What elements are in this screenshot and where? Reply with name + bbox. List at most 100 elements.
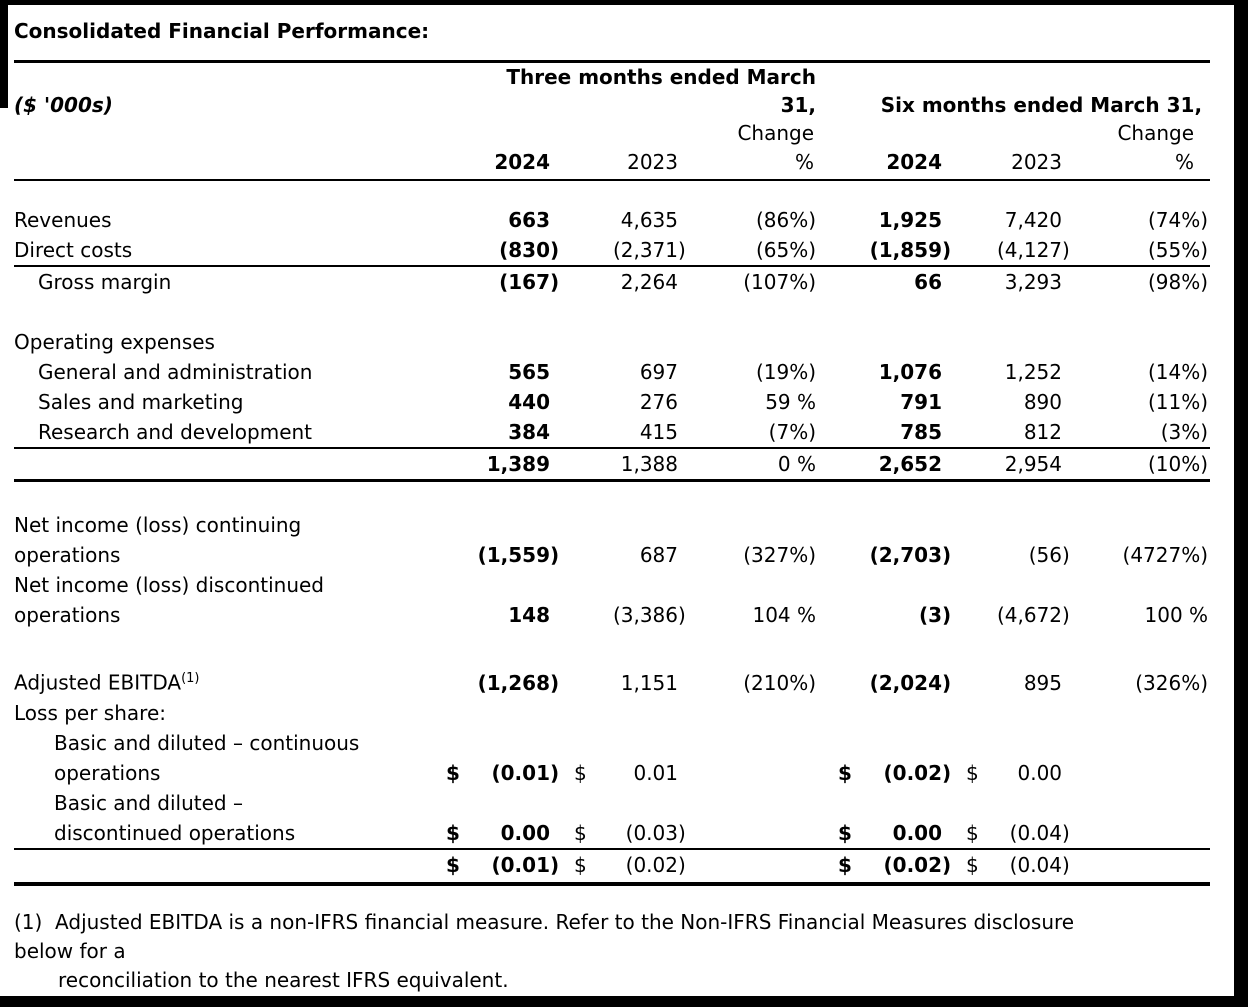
unit-label: ($ '000s): [14, 93, 113, 117]
closing-paren: ): [1062, 543, 1070, 567]
spacer-cell: [14, 297, 1210, 327]
currency-symbol: $: [966, 852, 979, 877]
value-cell: $ (0.03): [566, 787, 694, 850]
currency-symbol: $: [574, 820, 587, 845]
window-border-right: [1234, 0, 1248, 1007]
table-row: 1,389 1,388 0 % 2,652 2,954 (10%): [14, 448, 1211, 482]
row-label-line: Net income (loss) continuing: [14, 513, 302, 537]
table-row: Adjusted EBITDA(1) (1,268) 1,151 (210%) (2,0…: [14, 664, 1210, 698]
value-cell: 66: [914, 270, 943, 294]
value-cell: $ (0.04): [958, 848, 1079, 886]
value-cell: 2,264: [620, 270, 678, 294]
table-row: Research and development 384 415 (7%) 785 812…: [14, 417, 1211, 449]
closing-paren: ): [942, 603, 952, 627]
currency-symbol: $: [446, 852, 460, 877]
value-cell: (1,268): [438, 664, 566, 698]
row-label: Gross margin: [14, 266, 438, 297]
row-label: General and administration: [14, 357, 438, 387]
closing-paren: ): [678, 820, 686, 845]
col-header-change-6mo: Change: [1117, 121, 1195, 145]
value-cell: [438, 698, 566, 728]
footnote-line: (1) Adjusted EBITDA is a non-IFRS financ…: [14, 909, 1075, 934]
value-cell: $0.00: [438, 787, 566, 850]
row-label-line: Loss per share:: [14, 700, 166, 725]
currency-symbol: $: [446, 760, 460, 785]
value-cell: (55%): [1078, 235, 1211, 267]
footnote-ref: (1): [181, 671, 200, 686]
row-label: Net income (loss) discontinued operations: [14, 570, 438, 630]
value-cell: 2,652: [830, 448, 959, 482]
row-label-line: discontinued operations: [54, 820, 296, 845]
col-group-three-months: Three months ended March 31,: [438, 62, 830, 120]
value-cell: [1078, 698, 1210, 728]
value-cell: (11%): [1147, 390, 1209, 414]
page-title: Consolidated Financial Performance:: [14, 19, 430, 43]
closing-paren: ): [942, 852, 952, 877]
col-header-percent-3mo: %: [694, 147, 831, 181]
value-cell: [958, 327, 1078, 357]
value-cell: $ (0.02): [830, 728, 958, 788]
spacer-cell: [14, 630, 1210, 664]
value-cell: (167): [438, 266, 566, 297]
spacer-row: [14, 180, 1210, 205]
value-cell: (74%): [1147, 208, 1209, 232]
currency-symbol: $: [838, 760, 852, 785]
currency-symbol: $: [838, 852, 852, 877]
row-label: Adjusted EBITDA(1): [14, 664, 438, 698]
footnote-line: reconciliation to the nearest IFRS equiv…: [58, 967, 509, 992]
closing-paren: ): [550, 543, 560, 567]
value-cell: (4727%): [1122, 543, 1209, 567]
row-label-line: Adjusted EBITDA(1): [14, 670, 200, 695]
value-cell: 890: [1023, 390, 1063, 414]
report-content: Consolidated Financial Performance: ($ '…: [14, 12, 1211, 995]
value-cell: 785: [830, 417, 959, 449]
col-header-change-3mo: Change: [737, 121, 815, 145]
row-label-line: Basic and diluted – continuous: [54, 730, 360, 755]
row-label: [14, 848, 438, 886]
value-cell: 663: [508, 208, 550, 232]
row-label-line: Revenues: [14, 208, 112, 232]
col-group-line: 31,: [780, 93, 817, 117]
table-row: Net income (loss) discontinued operations…: [14, 570, 1210, 630]
value-cell: [1078, 848, 1211, 886]
table-row: Gross margin (167) 2,264 (107%) 66 3,293 (98%): [14, 266, 1210, 297]
header-row-years: 2024 2023 % 2024 2023 %: [14, 147, 1211, 181]
row-label: Revenues: [14, 205, 438, 235]
value-cell: (86%): [755, 208, 817, 232]
table-row: Direct costs (830) (2,371) (65%) (1,859) (4,1…: [14, 235, 1211, 267]
closing-paren: ): [942, 238, 952, 262]
value-cell: (4,127): [958, 235, 1079, 267]
row-label-line: Operating expenses: [14, 330, 215, 354]
value-cell: (210%): [743, 670, 817, 695]
value-cell: 384: [438, 417, 566, 449]
col-header-2023-3mo: 2023: [566, 147, 694, 181]
row-label-line: Gross margin: [38, 270, 172, 294]
value-cell: [1078, 787, 1211, 850]
value-cell: 687: [639, 543, 678, 567]
closing-paren: ): [1062, 603, 1070, 627]
row-label-line: operations: [54, 760, 161, 785]
row-label: Sales and marketing: [14, 387, 438, 417]
value-cell: $ (0.04): [958, 787, 1079, 850]
value-cell: 0 %: [694, 448, 831, 482]
value-cell: [830, 327, 958, 357]
window-border-bottom: [0, 996, 1248, 1007]
value-cell: $ (0.02): [830, 848, 959, 886]
closing-paren: ): [1062, 852, 1070, 877]
value-cell: 1,388: [566, 448, 694, 482]
value-cell: $ (0.01): [438, 848, 566, 886]
closing-paren: ): [550, 760, 560, 785]
value-cell: [694, 848, 831, 886]
value-cell: 276: [639, 390, 678, 414]
row-label-line: Research and development: [38, 420, 313, 444]
row-label: Basic and diluted – continuous operations: [14, 728, 438, 788]
table-row: General and administration 565 697 (19%) 1,0…: [14, 357, 1210, 387]
table-row: Loss per share:: [14, 698, 1210, 728]
table-row: Net income (loss) continuing operations (1…: [14, 510, 1210, 570]
currency-symbol: $: [446, 820, 460, 845]
value-cell: (14%): [1147, 360, 1209, 384]
value-cell: [566, 327, 694, 357]
value-cell: $0.00: [830, 787, 959, 850]
col-group-six-months: Six months ended March 31,: [830, 62, 1210, 120]
